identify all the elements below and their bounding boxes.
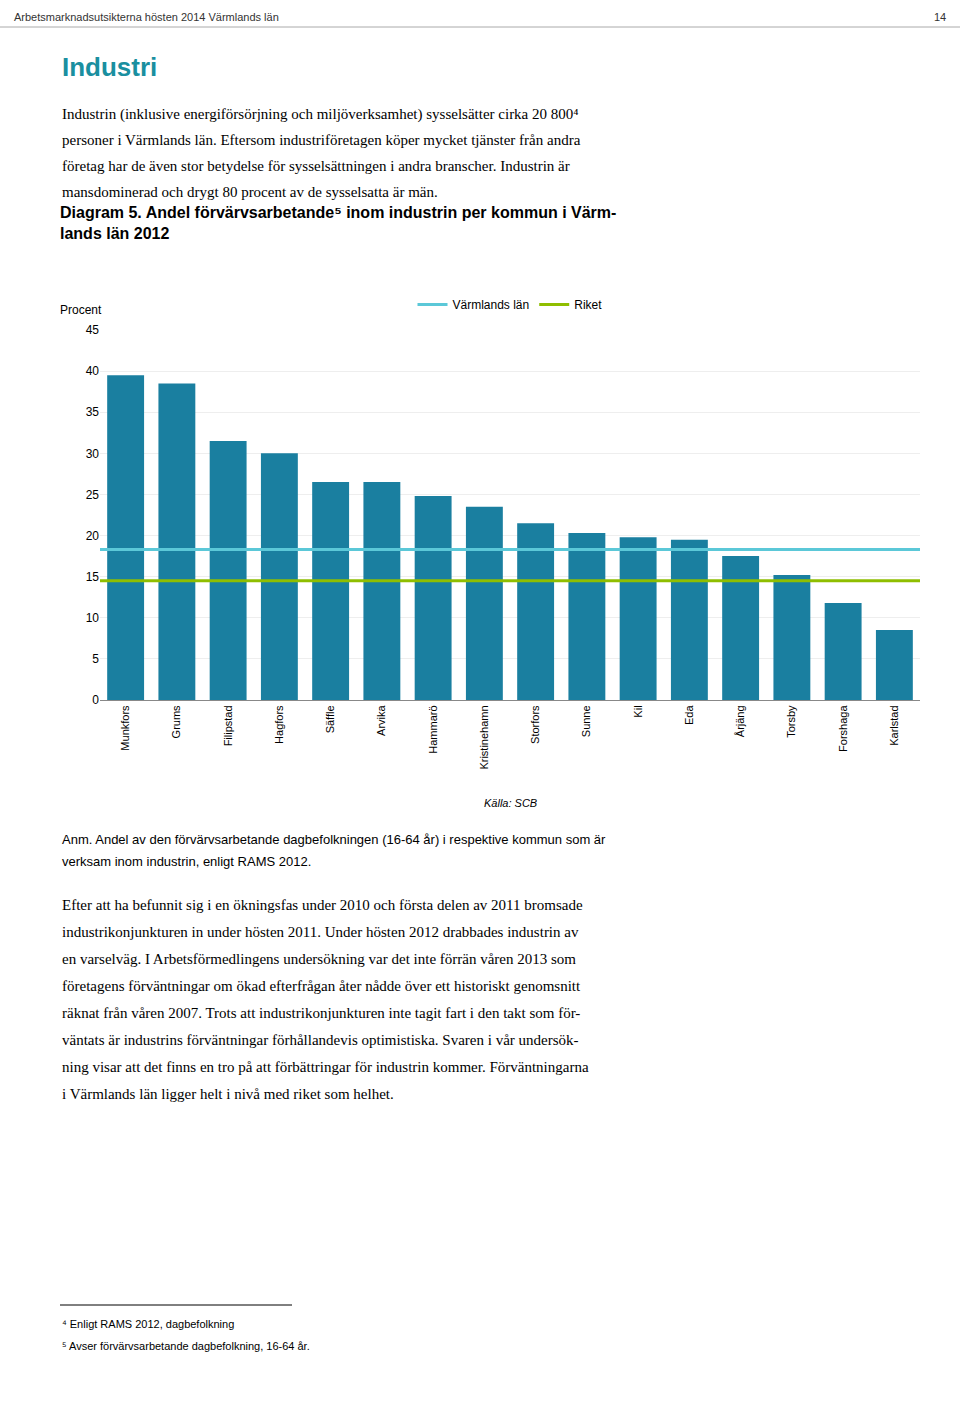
svg-text:Kristinehamn: Kristinehamn xyxy=(478,705,490,769)
svg-text:Grums: Grums xyxy=(170,705,182,739)
svg-text:5: 5 xyxy=(92,652,99,666)
svg-text:45: 45 xyxy=(86,323,100,337)
svg-text:15: 15 xyxy=(86,570,100,584)
svg-text:Kil: Kil xyxy=(632,705,644,717)
svg-text:Riket: Riket xyxy=(574,298,602,312)
svg-text:företagens förväntningar om ök: företagens förväntningar om ökad efterfr… xyxy=(62,978,581,994)
svg-text:Procent: Procent xyxy=(60,303,102,317)
svg-text:ning visar att det finns en tr: ning visar att det finns en tro på att f… xyxy=(62,1059,589,1075)
svg-text:20: 20 xyxy=(86,529,100,543)
svg-text:10: 10 xyxy=(86,611,100,625)
svg-text:14: 14 xyxy=(934,11,946,23)
svg-text:företag har de även stor betyd: företag har de även stor betydelse för s… xyxy=(62,158,570,174)
svg-text:Eda: Eda xyxy=(683,705,695,725)
svg-text:Arbetsmarknadsutsikterna höste: Arbetsmarknadsutsikterna hösten 2014 Vär… xyxy=(14,11,279,23)
svg-text:⁵ Avser förvärvsarbetande dagb: ⁵ Avser förvärvsarbetande dagbefolkning,… xyxy=(62,1340,310,1352)
svg-text:Filipstad: Filipstad xyxy=(222,705,234,746)
svg-text:räknat från våren 2007. Trots: räknat från våren 2007. Trots att indust… xyxy=(62,1005,580,1021)
svg-text:Munkfors: Munkfors xyxy=(119,705,131,751)
svg-text:personer i Värmlands län. Efte: personer i Värmlands län. Eftersom indus… xyxy=(62,132,581,148)
svg-text:industrikonjunkturen in under: industrikonjunkturen in under hösten 201… xyxy=(62,924,579,940)
svg-text:Säffle: Säffle xyxy=(324,705,336,733)
svg-text:25: 25 xyxy=(86,488,100,502)
svg-text:35: 35 xyxy=(86,405,100,419)
svg-text:väntats är industrins förväntn: väntats är industrins förväntningar förh… xyxy=(62,1032,579,1048)
svg-text:Industri: Industri xyxy=(62,52,157,82)
svg-text:40: 40 xyxy=(86,364,100,378)
svg-text:Anm. Andel av den förvärvsarbe: Anm. Andel av den förvärvsarbetande dagb… xyxy=(62,832,606,847)
svg-text:Hagfors: Hagfors xyxy=(273,705,285,744)
svg-text:en varselväg. I Arbetsförmedli: en varselväg. I Arbetsförmedlingens unde… xyxy=(62,951,576,967)
svg-text:Hammarö: Hammarö xyxy=(427,705,439,753)
svg-text:30: 30 xyxy=(86,447,100,461)
svg-text:Torsby: Torsby xyxy=(785,705,797,738)
svg-text:Forshaga: Forshaga xyxy=(837,705,849,752)
svg-text:Årjäng: Årjäng xyxy=(734,705,746,737)
svg-text:Diagram 5. Andel förvärvsarbet: Diagram 5. Andel förvärvsarbetande⁵ inom… xyxy=(60,204,616,242)
svg-text:Karlstad: Karlstad xyxy=(888,705,900,745)
svg-text:⁴ Enligt RAMS 2012, dagbefolkn: ⁴ Enligt RAMS 2012, dagbefolkning xyxy=(62,1318,234,1330)
svg-text:Värmlands län: Värmlands län xyxy=(453,298,530,312)
svg-text:mansdominerad och drygt 80 pro: mansdominerad och drygt 80 procent av de… xyxy=(62,184,438,200)
svg-text:Storfors: Storfors xyxy=(529,705,541,744)
svg-text:Arvika: Arvika xyxy=(375,705,387,736)
svg-text:Sunne: Sunne xyxy=(580,705,592,737)
svg-text:verksam inom industrin, enligt: verksam inom industrin, enligt RAMS 2012… xyxy=(62,854,311,869)
svg-text:0: 0 xyxy=(92,693,99,707)
svg-text:Efter att ha befunnit sig i en: Efter att ha befunnit sig i en ökningsfa… xyxy=(62,897,583,913)
svg-text:Källa: SCB: Källa: SCB xyxy=(484,797,537,809)
svg-text:Industrin (inklusive energiför: Industrin (inklusive energiförsörjning o… xyxy=(62,106,579,123)
svg-text:i Värmlands län ligger helt i: i Värmlands län ligger helt i nivå med r… xyxy=(62,1086,394,1102)
